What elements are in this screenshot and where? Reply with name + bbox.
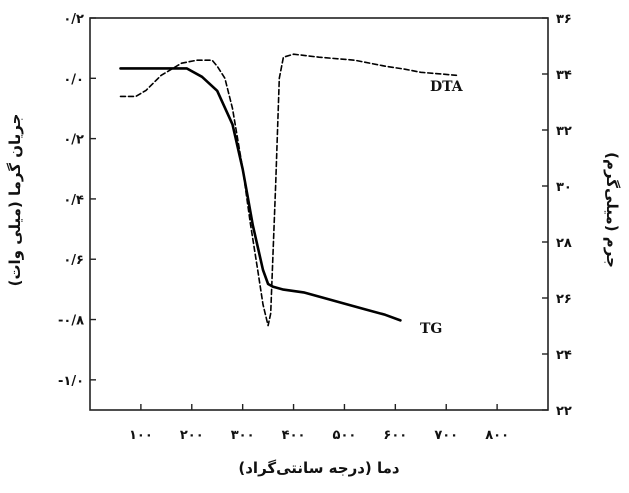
- bottom-tick-label: ۴۰۰: [282, 428, 306, 443]
- series-layer: [119, 53, 458, 327]
- dta-series-label: DTA: [430, 79, 464, 95]
- bottom-tick-label: ۲۰۰: [180, 428, 204, 443]
- dta-series-line: [119, 53, 458, 327]
- bottom-tick-label: ۱۰۰: [129, 428, 153, 443]
- right-tick-label: ۳۰: [556, 180, 572, 195]
- left-tick-label: -۱/۰: [58, 374, 84, 389]
- right-tick-label: ۲۶: [556, 292, 572, 307]
- bottom-tick-label: ۵۰۰: [333, 428, 357, 443]
- bottom-tick-label: ۷۰۰: [434, 428, 458, 443]
- bottom-tick-label: ۶۰۰: [383, 428, 407, 443]
- y-left-axis-title: جریان گرما (میلی وات): [6, 114, 24, 287]
- right-tick-label: ۳۲: [556, 124, 572, 139]
- right-tick-label: ۳۶: [556, 12, 572, 27]
- bottom-tick-label: ۳۰۰: [231, 428, 255, 443]
- right-axis-ticks: ۳۶ ۳۴ ۳۲ ۳۰ ۲۸ ۲۶ ۲۴ ۲۲: [542, 12, 572, 419]
- left-tick-label: ۰/۲: [63, 12, 84, 27]
- bottom-tick-label: ۸۰۰: [485, 428, 509, 443]
- left-tick-label: ۰/۴: [63, 193, 84, 208]
- right-tick-label: ۲۲: [556, 404, 572, 419]
- plot-frame: [89, 17, 549, 411]
- x-axis-title: دما (درجه سانتی‌گراد): [238, 459, 400, 477]
- right-tick-label: ۳۴: [556, 68, 572, 83]
- left-tick-label: ۰/۲: [63, 133, 84, 148]
- tg-series-label: TG: [420, 321, 442, 337]
- bottom-axis-ticks: ۱۰۰ ۲۰۰ ۳۰۰ ۴۰۰ ۵۰۰ ۶۰۰ ۷۰۰ ۸۰۰: [129, 404, 509, 443]
- tg-series-line: [119, 67, 402, 322]
- left-tick-label: ۰/۶: [63, 253, 84, 268]
- left-tick-label: -۰/۸: [58, 314, 84, 329]
- left-axis-ticks: ۰/۲ ۰/۰ ۰/۲ ۰/۴ ۰/۶ -۰/۸ -۱/۰: [58, 12, 96, 389]
- right-tick-label: ۲۴: [556, 348, 572, 363]
- right-tick-label: ۲۸: [556, 236, 572, 251]
- y-right-axis-title: جرم (میلی‌گرم): [603, 152, 621, 268]
- left-tick-label: ۰/۰: [63, 72, 84, 87]
